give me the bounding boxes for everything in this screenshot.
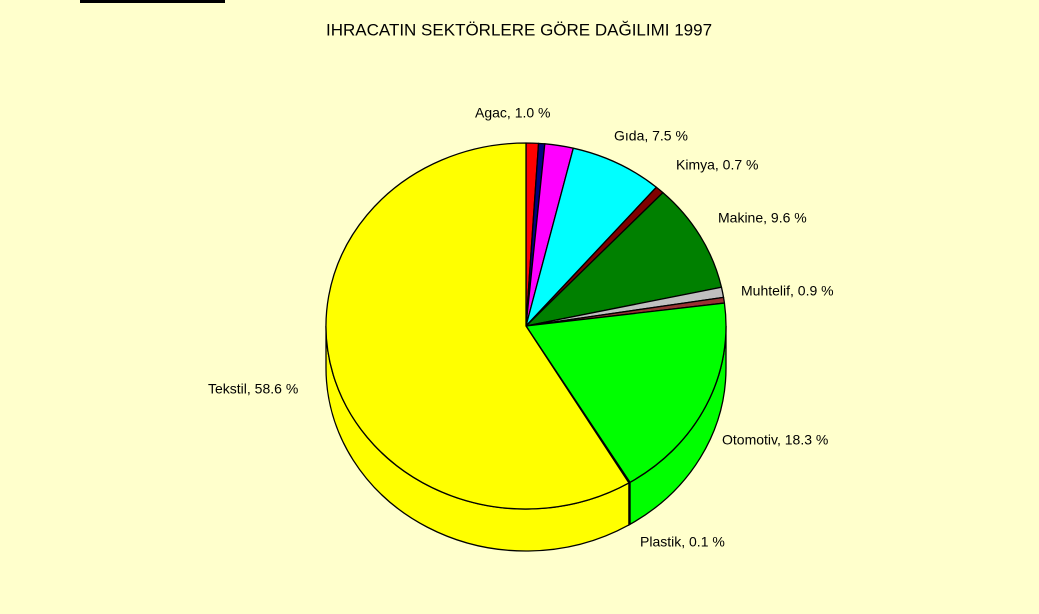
chart-title: IHRACATIN SEKTÖRLERE GÖRE DAĞILIMI 1997 (326, 20, 712, 39)
pie-tops (325, 142, 727, 510)
slice-label: Agac, 1.0 % (475, 105, 551, 121)
slice-label: Muhtelif, 0.9 % (741, 283, 834, 299)
slice-label: Otomotiv, 18.3 % (722, 432, 828, 448)
labels: Agac, 1.0 % Gıda, 7.5 % Kimya, 0.7 % Makine… (208, 105, 834, 550)
pie-slice (525, 302, 727, 483)
pie-slice (525, 191, 723, 327)
top-bar (80, 0, 225, 3)
slice-label: Makine, 9.6 % (718, 210, 807, 226)
slice-label: Kimya, 0.7 % (676, 157, 758, 173)
pie-slice (325, 142, 630, 510)
slice-label: Tekstil, 58.6 % (208, 381, 298, 397)
slice-label: Gıda, 7.5 % (614, 128, 688, 144)
slice-label: Plastik, 0.1 % (640, 534, 725, 550)
